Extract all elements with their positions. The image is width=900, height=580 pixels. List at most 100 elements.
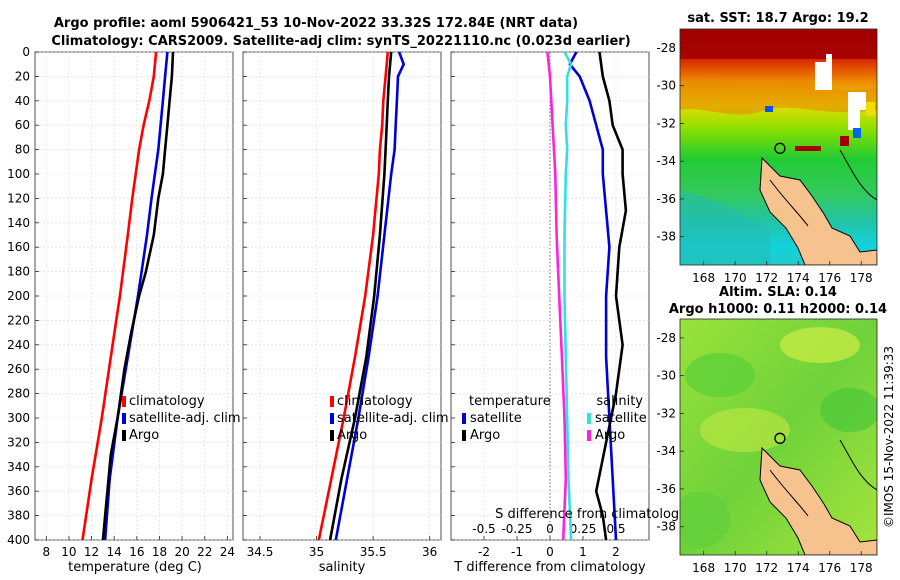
- sla-eddy: [680, 492, 730, 548]
- map-ytick-label: -36: [656, 482, 676, 496]
- salinity-xtick-label: 35: [309, 545, 324, 559]
- temperature-xtick-label: 8: [42, 545, 50, 559]
- depth-tick-label: 240: [7, 338, 30, 352]
- sst-map-field: [680, 29, 877, 265]
- temperature-line-climatology: [81, 51, 158, 541]
- depth-tick-labels: 0 20 40 60 80 100 120 140 160 180 200 220 240 260 280 3…: [7, 45, 30, 547]
- sla-eddy: [780, 327, 860, 363]
- map-xtick-label: 176: [818, 271, 841, 285]
- sst-cool-pixel: [765, 106, 773, 112]
- sst-map-ticks: 168 170 172 174 176 178 -28 -30 -32 -34 -36 -38: [656, 41, 872, 285]
- sla-eddy: [685, 353, 755, 397]
- difference-line-s-argo: [546, 51, 568, 541]
- temperature-line-argo: [101, 51, 175, 541]
- legend-label-climatology: climatology: [337, 394, 413, 409]
- sla-argo-position-marker: [774, 432, 786, 444]
- depth-tick-label: 320: [7, 435, 30, 449]
- map-xtick-label: 170: [724, 271, 747, 285]
- difference-xlabel: T difference from climatology: [453, 560, 646, 575]
- sla-eddy: [700, 408, 790, 452]
- sla-eddy: [820, 388, 877, 432]
- difference-s-tick-label: 0.25: [570, 522, 597, 536]
- map-ytick-label: -34: [656, 154, 676, 168]
- legend-label-satellite: satellite-adj. clim: [129, 411, 241, 426]
- map-ytick-label: -30: [656, 79, 676, 93]
- sst-map-title: sat. SST: 18.7 Argo: 19.2: [687, 11, 868, 26]
- map-ytick-label: -28: [656, 41, 676, 55]
- temperature-xtick-label: 10: [61, 545, 76, 559]
- sst-warm-pixel: [866, 102, 875, 116]
- temperature-xtick-label: 20: [174, 545, 189, 559]
- salinity-xtick-label: 34.5: [247, 545, 274, 559]
- difference-top-xlabel: S difference from climatology: [495, 507, 687, 522]
- figure-title-line2: Climatology: CARS2009. Satellite-adj cli…: [51, 34, 630, 49]
- sla-map-field: [680, 319, 877, 555]
- depth-tick-label: 260: [7, 362, 30, 376]
- depth-tick-label: 360: [7, 484, 30, 498]
- map-xtick-label: 168: [692, 561, 715, 575]
- depth-tick-label: 180: [7, 265, 30, 279]
- map-ytick-label: -32: [656, 116, 676, 130]
- map-ytick-label: -38: [656, 230, 676, 244]
- legend-label-argo: Argo: [337, 428, 367, 443]
- sst-cool-region: [680, 190, 770, 265]
- difference-xtick-label: -1: [511, 545, 523, 559]
- legend-label-t-satellite: satellite: [470, 411, 522, 426]
- map-xtick-label: 178: [850, 271, 873, 285]
- copyright-stamp: ©IMOS 15-Nov-2022 11:39:33: [882, 346, 896, 528]
- sst-cloud-gap: [848, 92, 866, 130]
- sla-map-box: [679, 318, 878, 556]
- salinity-line-satellite-adj-clim: [334, 51, 406, 541]
- salinity-line-argo: [328, 51, 393, 541]
- depth-tick-label: 160: [7, 240, 30, 254]
- legend-label-t-argo: Argo: [470, 428, 500, 443]
- difference-xtick-label: 1: [579, 545, 587, 559]
- temperature-series: [81, 51, 175, 541]
- legend-title-salinity: salinity: [596, 394, 643, 409]
- depth-tick-label: 380: [7, 509, 30, 523]
- map-ytick-label: -28: [656, 331, 676, 345]
- sla-bathymetry-contour: [839, 439, 877, 491]
- sst-orange-band: [680, 78, 877, 115]
- difference-line-t-satellite: [568, 51, 618, 541]
- map-xtick-label: 172: [755, 561, 778, 575]
- map-xtick-label: 174: [787, 271, 810, 285]
- depth-tick-label: 0: [22, 45, 30, 59]
- map-xtick-label: 170: [724, 561, 747, 575]
- sst-warm-pixel: [795, 146, 821, 151]
- depth-tick-label: 300: [7, 411, 30, 425]
- map-ytick-label: -38: [656, 520, 676, 534]
- sla-map-ticks: 168 170 172 174 176 178 -28 -30 -32 -34 -36 -38: [656, 331, 872, 575]
- difference-line-s-satellite: [563, 51, 573, 541]
- depth-tick-label: 140: [7, 216, 30, 230]
- depth-tick-label: 20: [15, 69, 30, 83]
- depth-tick-label: 340: [7, 460, 30, 474]
- sst-bathymetry-contour: [839, 149, 877, 201]
- difference-s-tick-label: -0.5: [472, 522, 495, 536]
- depth-tick-label: 200: [7, 289, 30, 303]
- legend-label-argo: Argo: [129, 428, 159, 443]
- difference-xtick-label: -2: [478, 545, 490, 559]
- sst-cool-pixel: [853, 128, 861, 138]
- temperature-xtick-label: 12: [84, 545, 99, 559]
- depth-tick-label: 120: [7, 191, 30, 205]
- map-xtick-label: 172: [755, 271, 778, 285]
- map-ytick-label: -30: [656, 369, 676, 383]
- salinity-legend: climatology satellite-adj. clim Argo: [330, 394, 449, 443]
- temperature-xtick-label: 24: [220, 545, 235, 559]
- temperature-xlabel: temperature (deg C): [68, 560, 202, 575]
- depth-tick-label: 400: [7, 533, 30, 547]
- map-xtick-label: 176: [818, 561, 841, 575]
- map-xtick-label: 178: [850, 561, 873, 575]
- salinity-xtick-label: 35.5: [360, 545, 387, 559]
- depth-tick-label: 280: [7, 387, 30, 401]
- sst-bathymetry-contour: [769, 179, 809, 227]
- map-xtick-label: 168: [692, 271, 715, 285]
- sst-map-box: [679, 28, 878, 266]
- sla-land-north-island: [759, 446, 877, 555]
- map-ytick-label: -36: [656, 192, 676, 206]
- difference-series: [546, 51, 628, 541]
- difference-line-t-argo: [594, 51, 628, 541]
- difference-s-tick-label: -0.25: [501, 522, 532, 536]
